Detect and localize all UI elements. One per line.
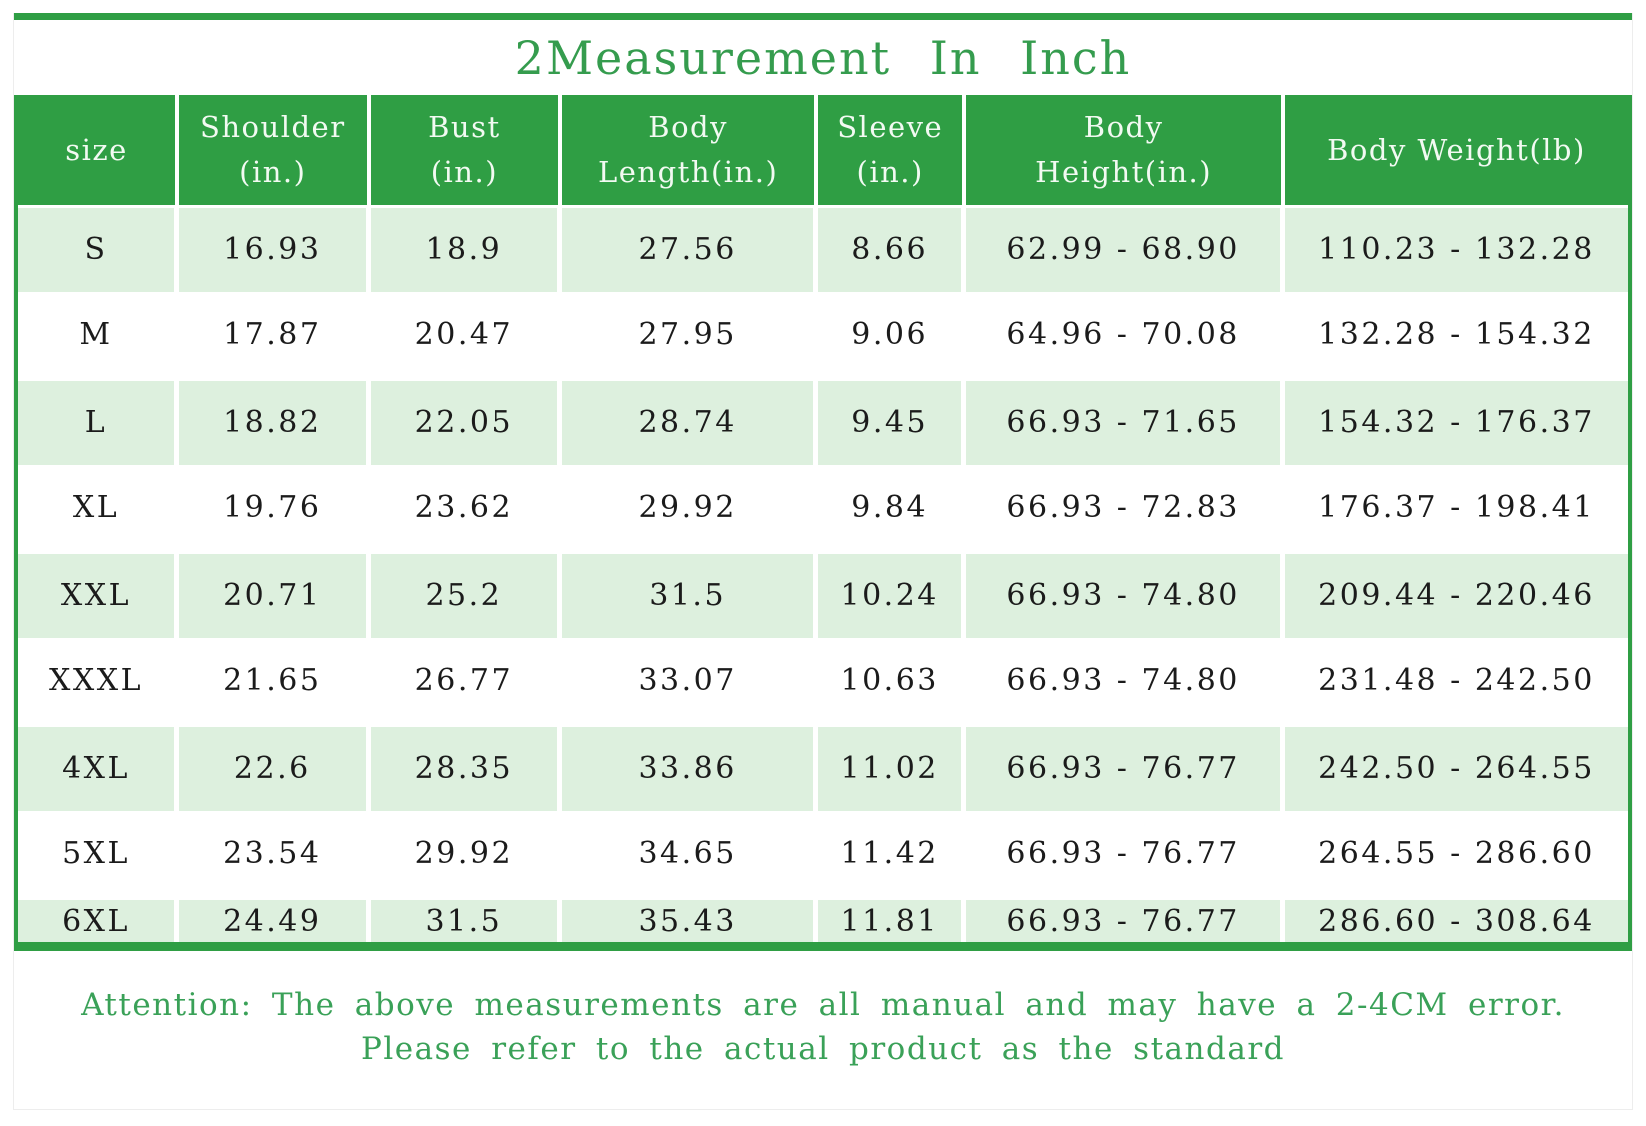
- measurement-cell: 34.65: [562, 810, 819, 897]
- page-title: 2Measurement In Inch: [514, 30, 1132, 85]
- size-label-cell: 6XL: [18, 897, 179, 942]
- measurement-cell: 23.62: [371, 464, 563, 551]
- attention-line-1: Attention: The above measurements are al…: [81, 987, 1565, 1023]
- attention-line-2: Please refer to the actual product as th…: [361, 1031, 1285, 1067]
- measurement-cell: 62.99 - 68.90: [966, 205, 1286, 292]
- top-accent-bar: [14, 13, 1632, 20]
- measurement-cell: 286.60 - 308.64: [1285, 897, 1628, 942]
- measurement-cell: 132.28 - 154.32: [1318, 317, 1595, 353]
- table-row-xxl: XXL 20.71 25.2 31.5 10.24 66.93 - 74.80 209.44…: [18, 551, 1628, 638]
- measurement-cell: 22.05: [370, 378, 563, 465]
- table-row-s: S 16.93 18.9 27.56 8.66 62.99 - 68.90 110.23 -…: [18, 205, 1628, 292]
- size-label-cell: L: [18, 378, 179, 465]
- measurement-cell: 66.93 - 76.77: [966, 724, 1286, 811]
- table-header-row: size Shoulder (in.) Bust (in.) Body Leng…: [18, 95, 1628, 205]
- measurement-cell: 24.49: [179, 897, 371, 942]
- measurement-cell: 66.93 - 74.80: [966, 637, 1286, 724]
- measurement-cell: 16.93: [179, 205, 371, 292]
- header-cell-body-length: Body Length(in.): [562, 95, 819, 205]
- table-row-l: L 18.82 22.05 28.74 9.45 66.93 - 71.65 154.32 …: [18, 378, 1628, 465]
- measurement-cell: 28.74: [562, 378, 819, 465]
- size-label-cell: 4XL: [18, 724, 179, 811]
- measurement-cell: 33.86: [562, 724, 819, 811]
- size-table-body: S 16.93 18.9 27.56 8.66 62.99 - 68.90 110.23 -…: [18, 205, 1628, 942]
- measurement-cell: 176.37 - 198.41: [1318, 490, 1595, 526]
- measurement-cell: 10.63: [818, 637, 967, 724]
- measurement-cell: 29.92: [562, 464, 819, 551]
- measurement-cell: 11.42: [818, 810, 967, 897]
- measurement-cell: 242.50 - 264.55: [1285, 724, 1628, 811]
- size-label-cell: 5XL: [18, 810, 179, 897]
- size-label-cell: M: [18, 291, 179, 378]
- measurement-cell: 8.66: [818, 205, 967, 292]
- measurement-cell: 11.81: [818, 897, 967, 942]
- size-label-cell: XL: [18, 464, 179, 551]
- table-row-xxxl: XXXL 21.65 26.77 33.07 10.63 66.93 - 74.80 231…: [18, 637, 1628, 724]
- measurement-cell: 110.23 - 132.28: [1285, 205, 1628, 292]
- measurement-cell: 31.5: [562, 551, 819, 638]
- measurement-cell: 29.92: [371, 810, 563, 897]
- measurement-cell: 18.82: [179, 378, 371, 465]
- header-cell-body-weight: Body Weight(lb): [1327, 132, 1586, 167]
- measurement-cell: 231.48 - 242.50: [1318, 663, 1595, 699]
- measurement-cell: 22.6: [179, 724, 371, 811]
- measurement-cell: 66.93 - 71.65: [966, 378, 1286, 465]
- measurement-cell: 31.5: [370, 897, 563, 942]
- title-area: 2Measurement In Inch: [14, 20, 1632, 95]
- measurement-cell: 20.71: [179, 551, 371, 638]
- measurement-cell: 17.87: [179, 291, 371, 378]
- header-cell-sleeve: Sleeve (in.): [818, 95, 967, 205]
- measurement-cell: 10.24: [818, 551, 967, 638]
- header-cell-shoulder: Shoulder (in.): [179, 95, 371, 205]
- measurement-cell: 27.95: [562, 291, 819, 378]
- measurement-cell: 28.35: [370, 724, 563, 811]
- measurement-cell: 26.77: [371, 637, 563, 724]
- table-row-5xl: 5XL 23.54 29.92 34.65 11.42 66.93 - 76.77 264.…: [18, 810, 1628, 897]
- measurement-cell: 19.76: [179, 464, 371, 551]
- measurement-cell: 27.56: [562, 205, 819, 292]
- measurement-cell: 154.32 - 176.37: [1285, 378, 1628, 465]
- measurement-cell: 11.02: [818, 724, 967, 811]
- measurement-cell: 25.2: [370, 551, 563, 638]
- header-cell-size: size: [18, 95, 179, 205]
- measurement-cell: 9.06: [818, 291, 967, 378]
- table-row-m: M 17.87 20.47 27.95 9.06 64.96 - 70.08 132.28 …: [18, 291, 1628, 378]
- measurement-cell: 64.96 - 70.08: [966, 291, 1286, 378]
- measurement-cell: 9.45: [818, 378, 967, 465]
- table-row-6xl: 6XL 24.49 31.5 35.43 11.81 66.93 - 76.77 286.6…: [18, 897, 1628, 942]
- measurement-cell: 264.55 - 286.60: [1318, 836, 1595, 872]
- measurement-cell: 35.43: [562, 897, 819, 942]
- measurement-cell: 66.93 - 72.83: [966, 464, 1286, 551]
- measurement-cell: 20.47: [371, 291, 563, 378]
- bottom-accent-bar: [14, 942, 1632, 951]
- measurement-cell: 21.65: [179, 637, 371, 724]
- attention-note: Attention: The above measurements are al…: [14, 951, 1632, 1103]
- header-cell-bust: Bust (in.): [371, 95, 563, 205]
- measurement-cell: 23.54: [179, 810, 371, 897]
- size-label-cell: XXL: [18, 551, 179, 638]
- size-table: size Shoulder (in.) Bust (in.) Body Leng…: [14, 95, 1632, 942]
- size-label-cell: S: [18, 205, 179, 292]
- measurement-cell: 66.93 - 76.77: [966, 810, 1286, 897]
- size-label-cell: XXXL: [18, 637, 179, 724]
- measurement-cell: 209.44 - 220.46: [1285, 551, 1628, 638]
- measurement-cell: 66.93 - 76.77: [966, 897, 1286, 942]
- size-chart-panel: 2Measurement In Inch size Shoulder (in.)…: [13, 13, 1633, 1110]
- table-row-xl: XL 19.76 23.62 29.92 9.84 66.93 - 72.83 176.37…: [18, 464, 1628, 551]
- measurement-cell: 66.93 - 74.80: [966, 551, 1286, 638]
- measurement-cell: 18.9: [370, 205, 563, 292]
- table-row-4xl: 4XL 22.6 28.35 33.86 11.02 66.93 - 76.77 242.5…: [18, 724, 1628, 811]
- measurement-cell: 33.07: [562, 637, 819, 724]
- header-cell-body-height: Body Height(in.): [966, 95, 1286, 205]
- measurement-cell: 9.84: [818, 464, 967, 551]
